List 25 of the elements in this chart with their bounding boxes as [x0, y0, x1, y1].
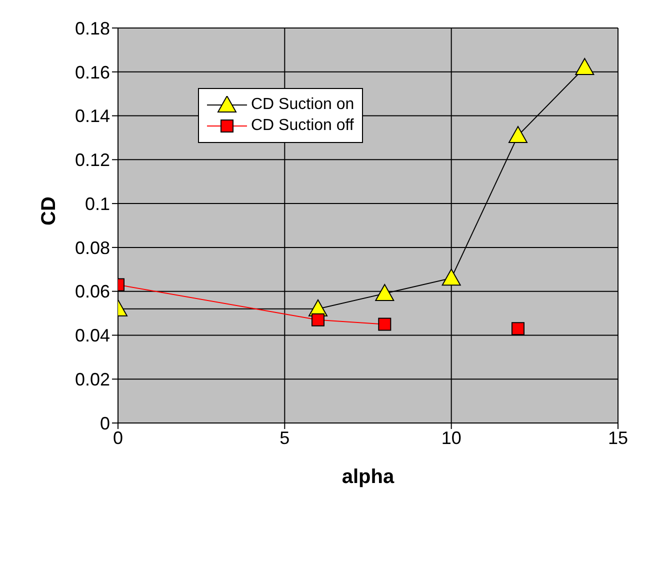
- y-tick-label: 0.14: [74, 106, 110, 126]
- y-tick-label: 0.12: [74, 150, 110, 170]
- legend-label: CD Suction off: [251, 117, 354, 135]
- point: [512, 322, 524, 336]
- legend-label: CD Suction on: [251, 96, 354, 114]
- y-tick-label: 0.1: [84, 194, 110, 214]
- point: [575, 58, 594, 75]
- point: [508, 126, 528, 144]
- y-tick-label: 0: [100, 413, 110, 434]
- point: [375, 284, 394, 302]
- x-tick-label: 5: [280, 428, 290, 448]
- y-tick-label: 0.06: [74, 282, 110, 302]
- x-tick-label: 0: [112, 428, 124, 448]
- x-tick-label: 10: [441, 428, 462, 448]
- point: [442, 268, 461, 286]
- y-tick-label: 0.16: [74, 62, 110, 82]
- y-axis-title: CD: [38, 196, 60, 226]
- y-tick-label: 0.02: [74, 370, 110, 390]
- y-tick-label: 0.04: [74, 326, 110, 346]
- x-axis-title: alpha: [342, 466, 395, 488]
- point: [378, 318, 392, 331]
- y-tick-label: 0.08: [74, 238, 110, 258]
- x-tick-label: 15: [608, 428, 628, 448]
- y-tick-label: 0.18: [74, 18, 110, 38]
- point: [312, 313, 324, 326]
